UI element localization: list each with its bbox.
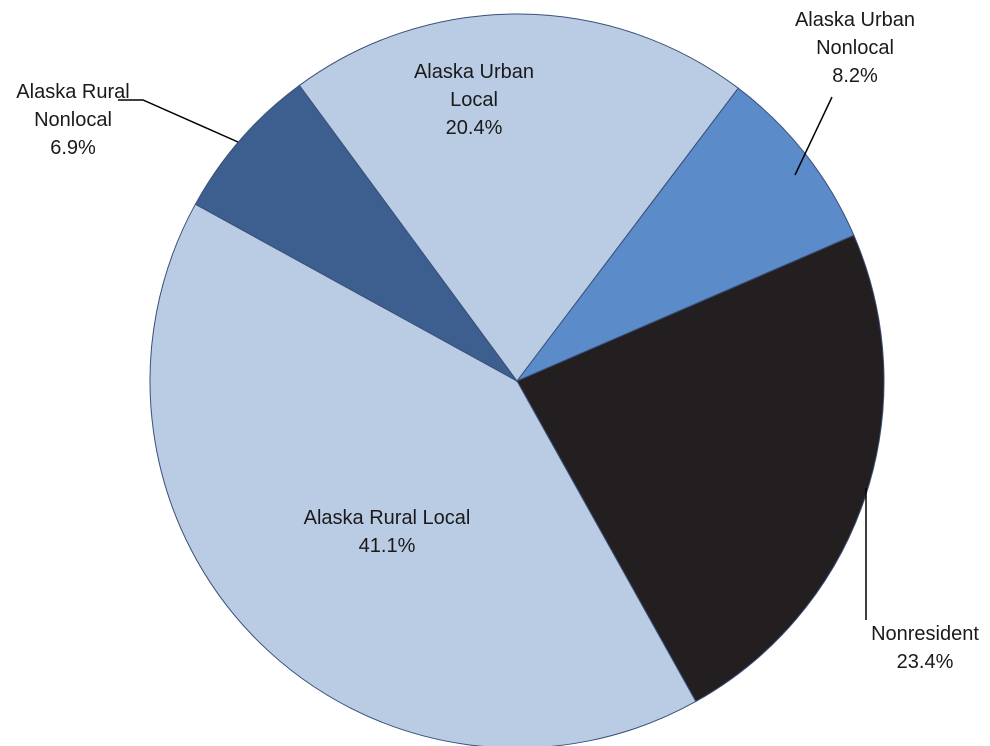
slice-label: Alaska Urban Local 20.4% [404, 58, 544, 142]
category-label: Alaska Urban Nonlocal [794, 9, 916, 59]
value-label: 8.2% [832, 65, 878, 87]
slice-label: Alaska Rural Nonlocal 6.9% [8, 78, 138, 162]
pie [149, 13, 885, 746]
pie-slice [194, 84, 518, 382]
value-label: 41.1% [358, 535, 416, 557]
category-label: Alaska Rural Local [303, 507, 471, 529]
pie-slice [298, 13, 739, 382]
value-label: 6.9% [50, 137, 96, 159]
slice-label: Nonresident 23.4% [860, 620, 990, 676]
slice-label: Alaska Urban Nonlocal 8.2% [790, 6, 920, 90]
category-label: Nonresident [871, 623, 979, 645]
pie-slice [149, 203, 697, 746]
leader-line [118, 99, 239, 143]
value-label: 20.4% [445, 117, 503, 139]
category-label: Alaska Urban Local [413, 61, 535, 111]
pie-slice [516, 234, 885, 703]
leader-line [794, 96, 833, 176]
category-label: Alaska Rural Nonlocal [16, 81, 130, 131]
slice-label: Alaska Rural Local 41.1% [287, 504, 487, 560]
value-label: 23.4% [896, 651, 954, 673]
